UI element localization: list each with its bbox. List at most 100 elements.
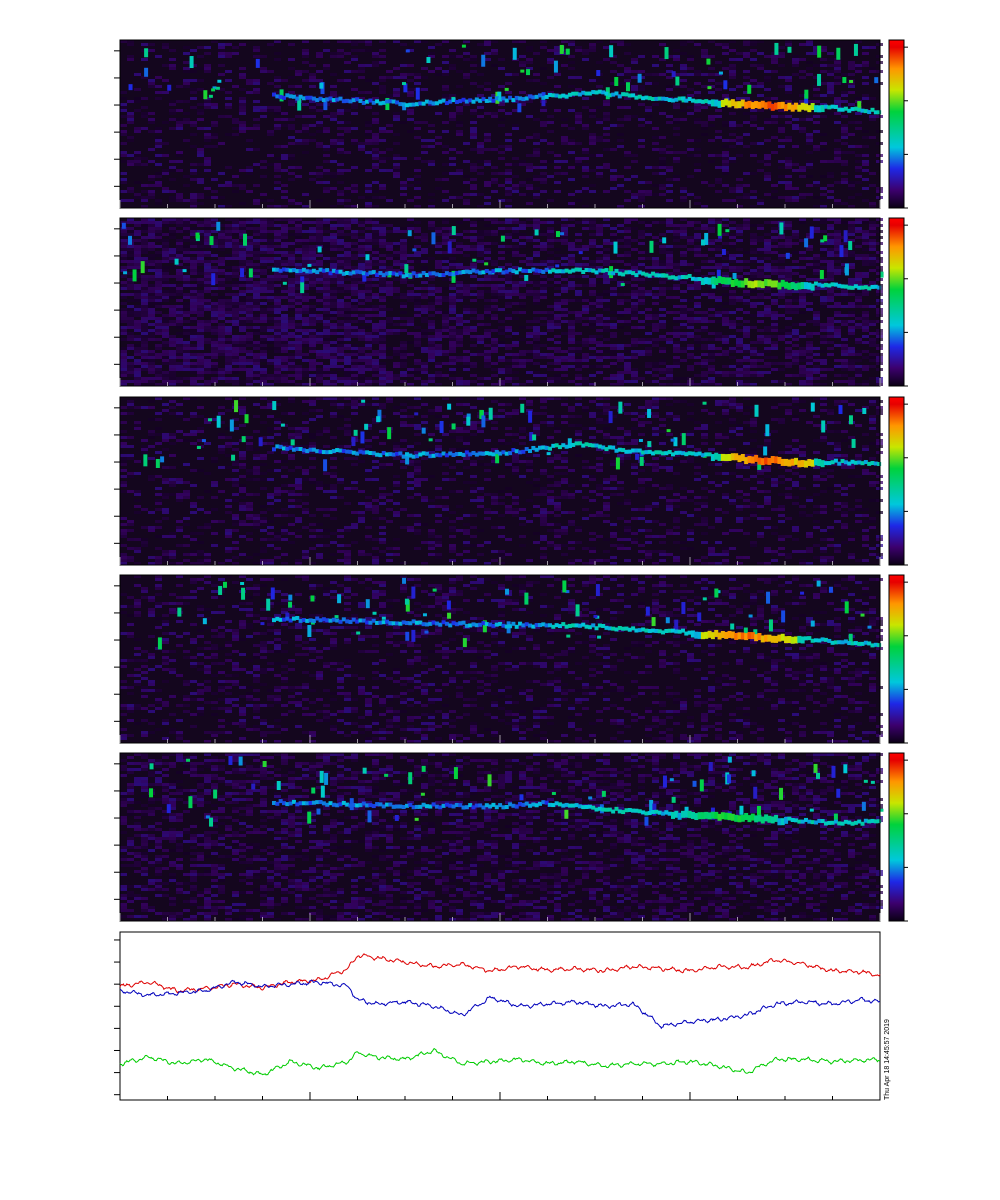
- noise-cell: [225, 239, 232, 242]
- noise-cell: [449, 160, 456, 163]
- noise-cell: [176, 121, 183, 124]
- noise-cell: [274, 335, 281, 338]
- echo-layer-cell: [381, 100, 386, 105]
- noise-cell: [358, 196, 365, 199]
- noise-cell: [540, 296, 547, 299]
- noise-cell: [778, 332, 785, 335]
- echo-layer-cell: [760, 100, 765, 108]
- noise-cell: [253, 254, 260, 257]
- noise-cell: [771, 190, 778, 193]
- noise-cell: [197, 311, 204, 314]
- noise-cell: [337, 275, 344, 278]
- noise-cell: [442, 163, 449, 166]
- noise-cell: [428, 326, 435, 329]
- noise-cell: [204, 52, 211, 55]
- noise-cell: [309, 76, 316, 79]
- echo-layer-cell: [707, 100, 712, 105]
- noise-cell: [645, 323, 652, 326]
- noise-cell: [232, 296, 239, 299]
- noise-cell: [519, 293, 526, 296]
- echo-layer-cell: [780, 101, 785, 109]
- noise-cell: [169, 284, 176, 287]
- echo-layer-cell: [448, 99, 453, 104]
- noise-cell: [813, 88, 820, 91]
- noise-cell: [624, 332, 631, 335]
- noise-cell: [687, 299, 694, 302]
- noise-cell: [666, 224, 673, 227]
- noise-cell: [729, 221, 736, 224]
- noise-cell: [687, 314, 694, 317]
- noise-cell: [764, 139, 771, 142]
- noise-cell: [827, 320, 834, 323]
- noise-cell: [806, 233, 813, 236]
- noise-cell: [568, 166, 575, 169]
- noise-cell: [652, 148, 659, 151]
- noise-cell: [225, 308, 232, 311]
- echo-layer-cell: [823, 104, 828, 109]
- noise-cell: [351, 314, 358, 317]
- noise-cell: [316, 227, 323, 230]
- noise-cell: [694, 82, 701, 85]
- noise-cell: [477, 43, 484, 46]
- noise-cell: [666, 166, 673, 169]
- noise-cell: [533, 73, 540, 76]
- noise-cell: [582, 221, 589, 224]
- noise-cell: [722, 272, 729, 275]
- noise-cell: [813, 130, 820, 133]
- noise-cell: [393, 230, 400, 233]
- noise-cell: [351, 218, 358, 221]
- noise-cell: [526, 239, 533, 242]
- noise-cell: [225, 293, 232, 296]
- noise-cell: [645, 82, 652, 85]
- noise-cell: [505, 281, 512, 284]
- noise-cell: [372, 154, 379, 157]
- noise-cell: [848, 332, 855, 335]
- noise-cell: [477, 106, 484, 109]
- noise-cell: [680, 73, 687, 76]
- noise-cell: [708, 338, 715, 341]
- noise-cell: [708, 230, 715, 233]
- noise-cell: [519, 184, 526, 187]
- noise-cell: [862, 263, 869, 266]
- noise-cell: [274, 58, 281, 61]
- noise-cell: [246, 218, 253, 221]
- noise-cell: [295, 166, 302, 169]
- noise-cell: [365, 218, 372, 221]
- noise-cell: [519, 326, 526, 329]
- noise-cell: [253, 269, 260, 272]
- noise-cell: [834, 233, 841, 236]
- noise-cell: [169, 58, 176, 61]
- noise-cell: [211, 106, 218, 109]
- noise-cell: [743, 332, 750, 335]
- noise-cell: [806, 166, 813, 169]
- noise-cell: [190, 326, 197, 329]
- noise-cell: [309, 284, 316, 287]
- noise-cell: [274, 323, 281, 326]
- noise-cell: [239, 130, 246, 133]
- noise-cell: [330, 239, 337, 242]
- noise-cell: [120, 97, 127, 100]
- noise-cell: [778, 85, 785, 88]
- noise-cell: [470, 64, 477, 67]
- noise-cell: [421, 236, 428, 239]
- noise-cell: [386, 245, 393, 248]
- noise-cell: [750, 251, 757, 254]
- noise-cell: [575, 190, 582, 193]
- noise-cell: [162, 251, 169, 254]
- noise-cell: [589, 142, 596, 145]
- noise-cell: [428, 335, 435, 338]
- noise-cell: [400, 296, 407, 299]
- noise-cell: [638, 257, 645, 260]
- noise-cell: [526, 341, 533, 344]
- noise-cell: [750, 118, 757, 121]
- noise-cell: [554, 314, 561, 317]
- noise-cell: [267, 70, 274, 73]
- noise-cell: [190, 287, 197, 290]
- noise-cell: [498, 341, 505, 344]
- noise-cell: [533, 251, 540, 254]
- noise-cell: [862, 130, 869, 133]
- noise-cell: [442, 85, 449, 88]
- noise-cell: [659, 166, 666, 169]
- noise-cell: [127, 233, 134, 236]
- noise-cell: [463, 308, 470, 311]
